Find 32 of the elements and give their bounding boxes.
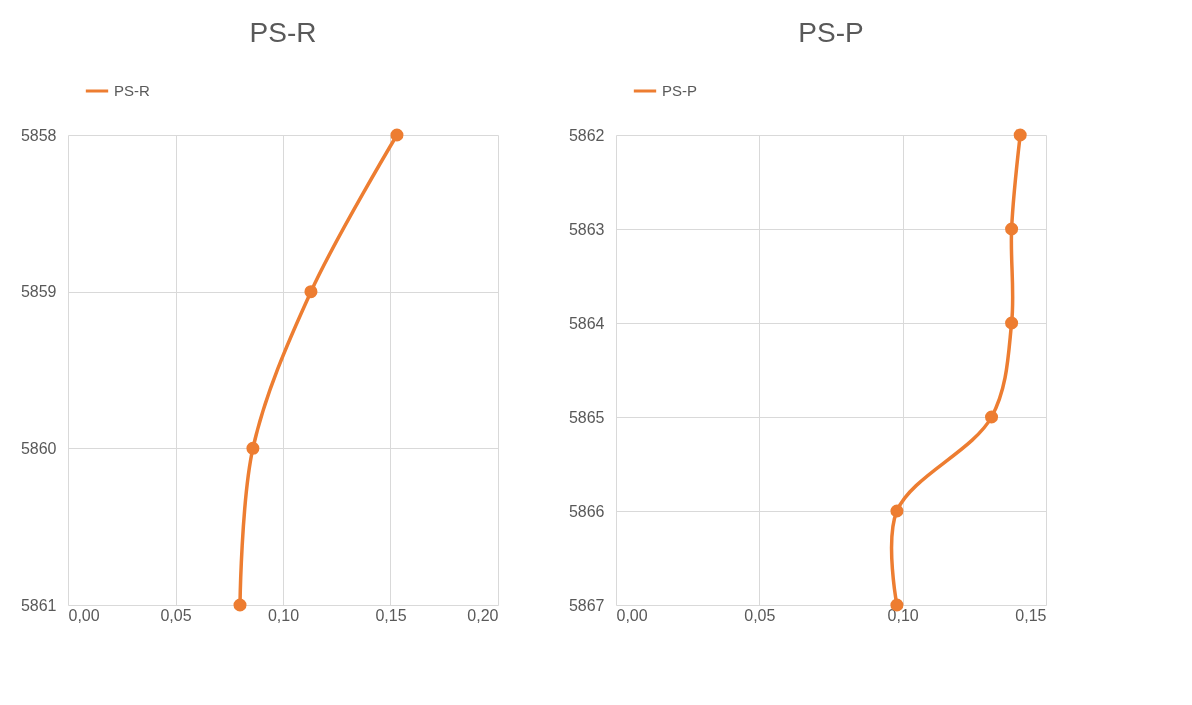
x-tick-label: 0,10 (267, 606, 300, 624)
point (1013, 128, 1027, 142)
y-tick-label: 5867 (568, 596, 605, 614)
y-tick-label: 5865 (568, 408, 605, 426)
y-tick-label: 5863 (568, 220, 605, 238)
chart-title: PS-R (249, 17, 317, 48)
x-tick-label: 0,05 (160, 606, 192, 624)
point (233, 598, 247, 612)
x-tick-label: 0,10 (887, 606, 919, 624)
x-tick-label: 0,00 (68, 606, 100, 624)
point (1005, 316, 1019, 330)
y-tick-label: 5862 (568, 126, 605, 144)
point (390, 128, 404, 142)
chart-title: PS-P (798, 17, 864, 48)
x-tick-label: 0,20 (467, 606, 499, 624)
x-tick-label: 0,05 (744, 606, 776, 624)
legend-label: PS-R (114, 82, 150, 99)
point (1005, 222, 1019, 236)
point (304, 285, 318, 299)
y-tick-label: 5858 (20, 126, 57, 144)
legend-label: PS-P (662, 82, 698, 99)
y-tick-label: 5860 (20, 439, 57, 457)
x-tick-label: 0,00 (616, 606, 648, 624)
point (246, 441, 260, 455)
y-tick-label: 5866 (568, 502, 605, 520)
y-tick-label: 5864 (568, 314, 605, 332)
y-tick-label: 5861 (20, 596, 57, 614)
point (985, 410, 999, 424)
point (890, 504, 904, 518)
y-tick-label: 5859 (20, 283, 57, 301)
x-tick-label: 0,15 (375, 606, 407, 624)
x-tick-label: 0,15 (1015, 606, 1047, 624)
